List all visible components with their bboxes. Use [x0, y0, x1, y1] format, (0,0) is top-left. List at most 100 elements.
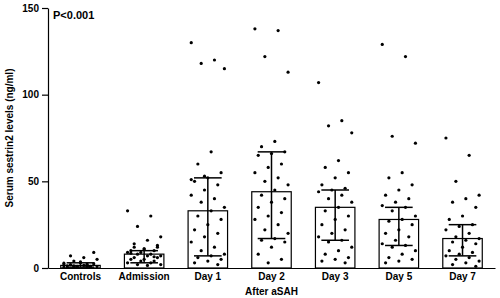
data-point	[391, 209, 394, 212]
y-axis-title: Serum sestrin2 levels (ng/ml)	[4, 69, 15, 208]
data-point	[344, 261, 347, 264]
data-point	[330, 232, 333, 235]
data-point	[474, 206, 477, 209]
data-point	[324, 209, 327, 212]
data-point	[350, 201, 353, 204]
plot: 050100150ControlsAdmissionDay 1Day 2Day …	[22, 3, 495, 282]
x-tick: Day 5	[386, 268, 413, 282]
y-tick-mark	[42, 268, 48, 269]
data-point	[334, 176, 337, 179]
data-point	[219, 218, 222, 221]
data-point	[253, 27, 256, 30]
error-cap	[67, 262, 95, 264]
data-point	[210, 150, 213, 153]
x-tick: Day 3	[322, 268, 349, 282]
y-tick-label: 150	[22, 3, 39, 14]
x-tick-label: Controls	[60, 271, 102, 282]
data-point	[280, 162, 283, 165]
data-point	[464, 239, 467, 242]
data-point	[190, 194, 193, 197]
data-point	[471, 251, 474, 254]
data-point	[149, 253, 152, 256]
data-point	[257, 154, 260, 157]
data-point	[350, 131, 353, 134]
data-point	[267, 166, 270, 169]
data-point	[263, 228, 266, 231]
data-point	[126, 251, 129, 254]
data-point	[478, 194, 481, 197]
data-point	[451, 240, 454, 243]
data-point	[444, 228, 447, 231]
data-point	[193, 261, 196, 264]
data-point	[327, 197, 330, 200]
error-stem	[462, 225, 464, 256]
y-tick-label: 0	[33, 263, 39, 274]
error-bar	[194, 178, 222, 256]
data-point	[193, 180, 196, 183]
data-point	[267, 261, 270, 264]
data-point	[260, 145, 263, 148]
data-point	[404, 55, 407, 58]
error-stem	[271, 152, 273, 239]
data-point	[414, 214, 417, 217]
data-point	[334, 258, 337, 261]
data-point	[387, 256, 390, 259]
data-point	[190, 178, 193, 181]
data-point	[280, 258, 283, 261]
error-cap	[321, 240, 349, 242]
x-axis-line	[49, 268, 496, 269]
data-point	[260, 194, 263, 197]
data-point	[156, 256, 159, 259]
data-point	[320, 223, 323, 226]
data-point	[267, 214, 270, 217]
data-point	[381, 204, 384, 207]
error-bar	[385, 207, 413, 245]
data-point	[190, 41, 193, 44]
data-point	[219, 258, 222, 261]
x-tick-label: Day 5	[386, 271, 413, 282]
data-point	[133, 256, 136, 259]
error-cap	[130, 250, 158, 252]
error-cap	[194, 255, 222, 257]
data-point	[411, 183, 414, 186]
data-point	[156, 244, 159, 247]
marks	[61, 27, 483, 268]
data-point	[387, 176, 390, 179]
data-point	[273, 140, 276, 143]
y-tick: 100	[22, 89, 48, 100]
x-tick: Admission	[119, 268, 170, 282]
data-point	[381, 43, 384, 46]
data-point	[317, 81, 320, 84]
data-point	[286, 183, 289, 186]
data-point	[146, 264, 149, 267]
error-cap	[449, 255, 477, 257]
data-point	[317, 235, 320, 238]
y-tick-mark	[42, 95, 48, 96]
error-cap	[258, 151, 286, 153]
error-cap	[67, 266, 95, 268]
data-point	[286, 232, 289, 235]
data-point	[200, 201, 203, 204]
data-point	[401, 218, 404, 221]
data-point	[196, 214, 199, 217]
data-point	[193, 228, 196, 231]
data-point	[95, 265, 98, 268]
data-point	[337, 206, 340, 209]
data-point	[468, 232, 471, 235]
data-point	[223, 206, 226, 209]
data-point	[210, 209, 213, 212]
x-tick: Controls	[60, 268, 102, 282]
data-point	[196, 162, 199, 165]
data-point	[200, 249, 203, 252]
data-point	[159, 254, 162, 257]
data-point	[407, 197, 410, 200]
data-point	[159, 263, 162, 266]
error-bar	[67, 263, 95, 267]
y-tick-mark	[42, 8, 48, 9]
y-tick-label: 50	[28, 176, 40, 187]
data-point	[448, 249, 451, 252]
data-point	[454, 258, 457, 261]
data-point	[451, 263, 454, 266]
data-point	[350, 246, 353, 249]
data-point	[283, 197, 286, 200]
